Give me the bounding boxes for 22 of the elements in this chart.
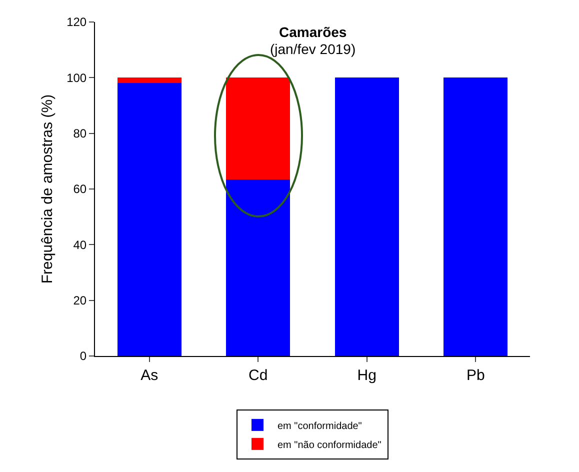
y-tick-label: 80 [73,126,87,141]
chart-title: Camarões [279,24,347,40]
bar [117,83,182,356]
legend-label: em "não conformidade" [278,440,382,451]
bar [117,78,182,84]
bar [444,78,508,356]
y-tick-label: 120 [66,15,87,30]
x-tick-label: Hg [357,367,376,384]
legend-label: em "conformidade" [278,420,362,432]
y-tick-label: 100 [66,70,87,85]
bar [226,179,290,356]
y-tick-label: 0 [80,349,87,364]
x-tick-label: As [140,367,158,384]
y-axis-title: Frequência de amostras (%) [38,94,56,284]
bar [334,78,399,356]
bar [226,78,290,180]
text: (jan/fev 2019) [270,41,356,57]
x-tick-label: Cd [248,367,268,384]
y-tick-label: 60 [73,182,87,196]
y-tick-label: 40 [73,238,87,252]
y-tick-label: 20 [73,294,87,308]
x-tick-label: Pb [466,367,485,384]
